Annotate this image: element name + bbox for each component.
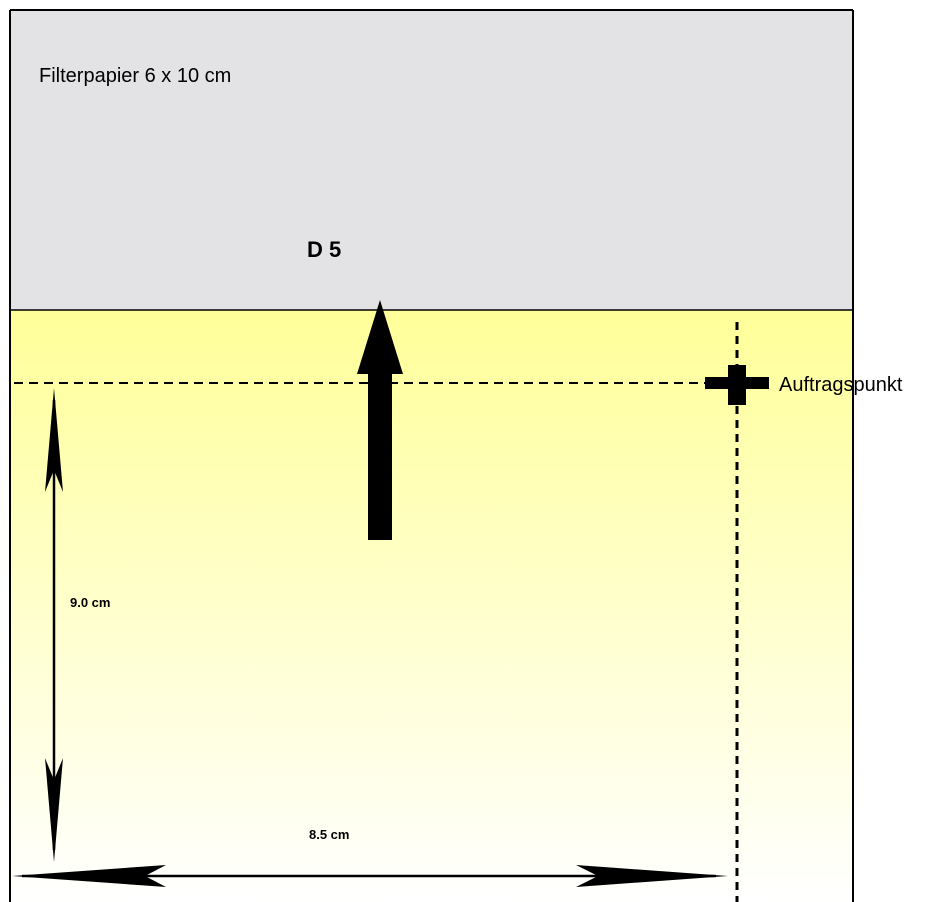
filter-paper-top [10,10,853,310]
vertical-dimension-label: 9.0 cm [70,595,110,610]
horizontal-dimension-label: 8.5 cm [309,827,349,842]
solvent-area [10,310,853,902]
horizontal-dimension-arrow [12,865,728,887]
application-point-cross [705,365,769,405]
substance-label: D 5 [307,237,341,262]
vertical-dimension-arrow [45,388,63,862]
paper-label: Filterpapier 6 x 10 cm [39,65,231,87]
solvent-direction-arrow [357,300,403,540]
application-point-label: Auftragspunkt [779,374,903,396]
